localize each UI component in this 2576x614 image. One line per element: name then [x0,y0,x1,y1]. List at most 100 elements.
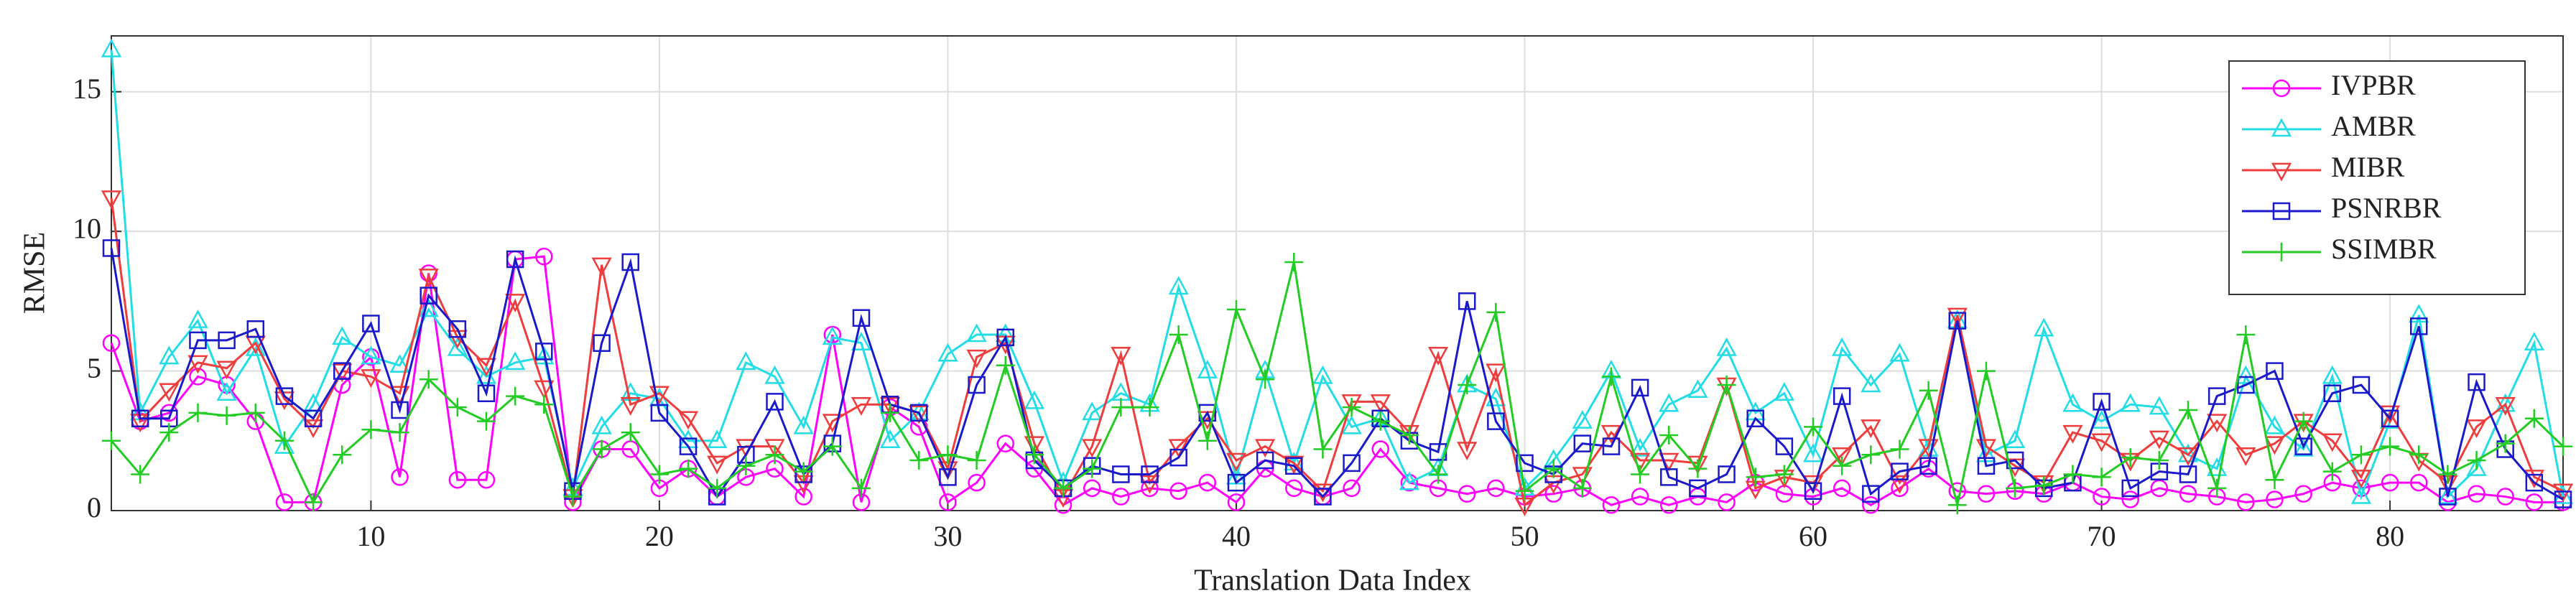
marker [910,404,928,422]
marker [1486,302,1506,322]
marker [822,326,843,345]
marker [1659,426,1679,445]
marker [1314,488,1332,506]
marker [1139,475,1160,494]
marker [1660,496,1678,514]
marker [620,396,641,416]
x-tick-label: 80 [2376,520,2404,552]
marker [534,395,554,414]
marker [1833,479,1851,498]
marker [506,250,524,269]
marker [2468,485,2485,503]
marker [2207,414,2228,433]
marker [1687,379,1708,399]
legend-marker [2271,118,2292,137]
legend-marker [2272,79,2291,98]
marker [1256,451,1274,470]
marker [131,465,150,484]
marker [966,323,987,343]
marker [939,493,957,511]
marker [1429,465,1448,484]
marker [1919,457,1937,475]
marker [362,315,380,332]
marker [187,355,208,374]
marker [2352,376,2371,394]
marker [1486,387,1506,406]
marker [2265,470,2284,490]
marker [2466,457,2487,476]
marker [679,459,698,478]
marker [2150,462,2169,480]
marker [1025,451,1044,470]
marker [1947,307,1968,327]
marker [2092,468,2111,487]
marker [1544,485,1562,503]
marker [1602,496,1621,514]
marker [1804,417,1823,437]
marker [2150,479,2169,498]
x-tick-label: 70 [2088,520,2116,552]
marker [2294,437,2312,455]
marker [764,439,785,458]
marker [736,351,756,371]
marker [592,439,611,459]
marker [159,383,180,402]
marker [1889,475,1910,494]
marker [2236,365,2256,384]
marker [1832,447,1853,466]
marker [2552,485,2574,504]
marker [2495,396,2516,416]
marker [420,264,437,282]
marker [534,345,555,365]
marker [274,434,295,454]
marker [2179,465,2197,483]
marker [1861,445,1881,465]
marker [216,361,237,380]
legend-marker [2271,162,2292,182]
marker [1227,473,1246,492]
marker [389,354,410,373]
marker [793,415,814,434]
marker [332,363,353,383]
marker [2063,465,2082,484]
marker [2468,373,2485,391]
marker [649,465,669,484]
marker [2264,415,2285,434]
marker [851,332,872,350]
marker [159,423,179,442]
marker [939,468,957,486]
marker [2179,485,2197,503]
marker [564,482,582,501]
marker [1746,409,1764,427]
marker [1631,465,1650,484]
marker [937,343,958,362]
marker [2035,479,2053,498]
marker [188,403,208,422]
marker [794,462,813,481]
marker [1976,361,1996,381]
marker [1804,482,1822,501]
marker [2294,411,2313,431]
marker [1919,381,1938,400]
marker [1312,365,1333,384]
marker [418,298,439,317]
marker [1774,465,1794,484]
marker [1284,252,1304,271]
marker [1977,485,1996,503]
marker [1516,454,1534,473]
marker [102,431,121,450]
marker [390,423,409,442]
marker [650,404,669,422]
marker [131,409,149,427]
marker [2350,470,2372,488]
marker [1862,496,1880,514]
marker [1169,325,1188,345]
marker [2409,445,2429,465]
marker [448,398,467,417]
marker [2552,483,2574,503]
marker [2381,437,2400,456]
marker [968,473,986,492]
marker [2439,488,2457,506]
marker [1572,409,1593,429]
y-axis-label: RMSE [19,232,52,314]
